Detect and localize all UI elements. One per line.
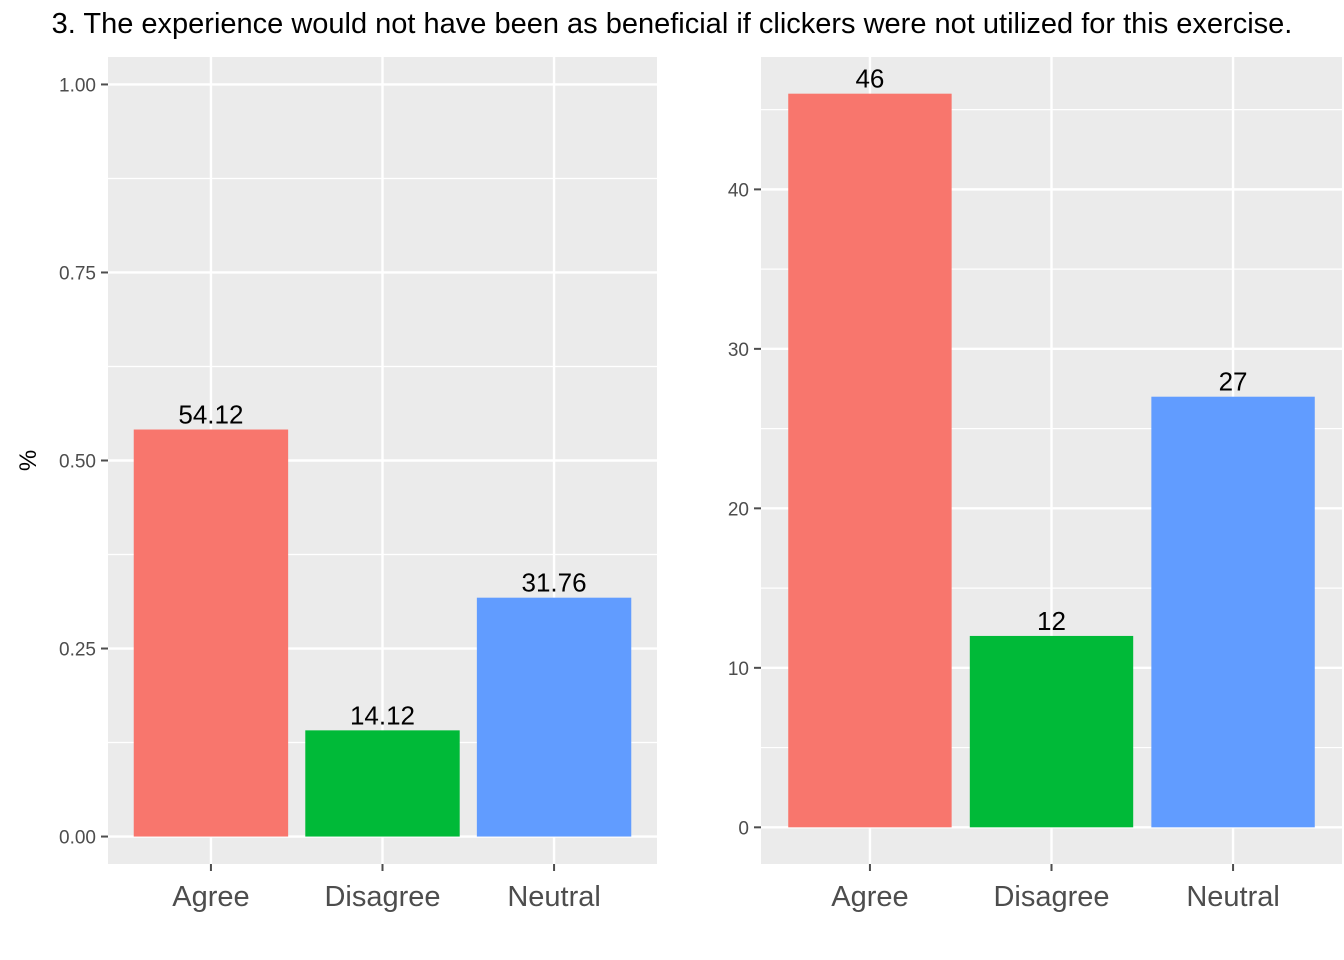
x-tick-label: Agree (831, 881, 908, 913)
y-tick-label: 20 (728, 499, 749, 520)
bar-value-label: 12 (1037, 606, 1066, 636)
y-tick-label: 0 (738, 818, 749, 839)
panel-percent: 0.00 0.25 0.50 0.75 1.00 54.12 Agree 14.12 Disag… (15, 57, 657, 913)
y-tick-label: 10 (728, 659, 749, 680)
x-tick-label: Neutral (1186, 881, 1280, 913)
bar-neutral (476, 597, 632, 837)
bar-value-label: 27 (1219, 367, 1248, 397)
y-tick-label: 0.50 (59, 452, 96, 473)
panel-count: 0 10 20 30 40 46 Agree 12 Disagree 27 Neutral (728, 57, 1342, 913)
y-tick-label: 40 (728, 180, 749, 201)
y-tick-label: 0.25 (59, 640, 96, 661)
bar-agree (788, 93, 952, 828)
y-tick-label: 1.00 (59, 75, 96, 96)
y-axis-label: % (15, 450, 42, 471)
bar-agree (133, 429, 289, 837)
bar-value-label: 31.76 (522, 568, 587, 598)
y-tick-label: 30 (728, 340, 749, 361)
x-tick-label: Agree (172, 881, 249, 913)
x-tick-label: Disagree (993, 881, 1109, 913)
bar-value-label: 54.12 (178, 400, 243, 430)
y-tick-label: 0.00 (59, 828, 96, 849)
bar-value-label: 14.12 (350, 700, 415, 730)
bar-neutral (1151, 396, 1315, 828)
bar-disagree (305, 730, 460, 837)
bar-disagree (969, 635, 1134, 828)
bar-value-label: 46 (855, 64, 884, 94)
x-tick-label: Neutral (507, 881, 601, 913)
x-tick-label: Disagree (324, 881, 440, 913)
y-tick-label: 0.75 (59, 263, 96, 284)
figure-title: 3. The experience would not have been as… (52, 8, 1293, 40)
